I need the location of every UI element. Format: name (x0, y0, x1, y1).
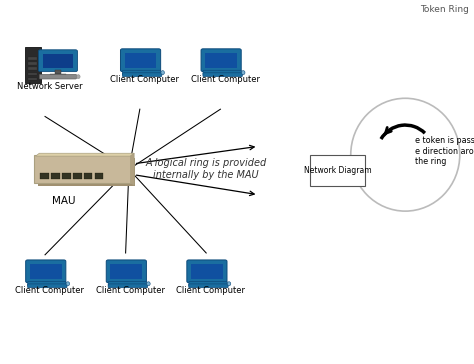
FancyBboxPatch shape (187, 260, 227, 283)
FancyBboxPatch shape (203, 73, 242, 76)
Ellipse shape (241, 71, 245, 75)
Bar (43, 54, 73, 68)
Ellipse shape (161, 71, 164, 75)
Bar (51, 173, 60, 179)
Bar (310, 155, 365, 186)
Bar (95, 173, 103, 179)
Bar (28, 58, 37, 60)
Bar (30, 264, 62, 280)
FancyBboxPatch shape (34, 155, 132, 183)
Bar (50, 74, 66, 76)
Ellipse shape (227, 282, 231, 286)
Ellipse shape (146, 282, 150, 286)
Bar (137, 70, 142, 74)
Text: Network Server: Network Server (17, 82, 82, 91)
Bar (28, 72, 37, 75)
Text: Client Computer: Client Computer (15, 286, 84, 295)
Polygon shape (130, 153, 134, 185)
FancyBboxPatch shape (27, 281, 66, 286)
Bar (28, 78, 37, 80)
Text: MAU: MAU (52, 196, 76, 206)
Bar (28, 67, 37, 70)
FancyBboxPatch shape (25, 47, 41, 83)
FancyBboxPatch shape (38, 50, 77, 72)
Text: Client Computer: Client Computer (96, 286, 165, 295)
Bar (62, 173, 71, 179)
Bar (123, 281, 128, 285)
Bar (125, 53, 156, 68)
Bar (191, 264, 223, 280)
Bar (218, 70, 223, 74)
Bar (43, 281, 47, 285)
FancyBboxPatch shape (39, 74, 76, 79)
Text: A logical ring is provided
internally by the MAU: A logical ring is provided internally by… (146, 158, 267, 180)
FancyBboxPatch shape (203, 70, 241, 75)
Bar (73, 173, 82, 179)
Text: Network Diagram: Network Diagram (304, 166, 372, 175)
Polygon shape (36, 153, 134, 156)
FancyBboxPatch shape (106, 260, 146, 283)
Bar (28, 62, 37, 64)
FancyBboxPatch shape (189, 284, 228, 288)
Text: Client Computer: Client Computer (176, 286, 246, 295)
Bar (110, 264, 142, 280)
Ellipse shape (77, 75, 80, 79)
FancyBboxPatch shape (122, 73, 162, 76)
FancyBboxPatch shape (201, 49, 241, 72)
FancyBboxPatch shape (26, 260, 66, 283)
FancyBboxPatch shape (27, 284, 67, 288)
Text: Client Computer: Client Computer (110, 75, 179, 84)
Text: Token Ring: Token Ring (420, 5, 469, 15)
FancyBboxPatch shape (120, 49, 161, 72)
Text: Client Computer: Client Computer (191, 75, 260, 84)
Bar (84, 173, 92, 179)
Bar (55, 70, 61, 74)
Bar (205, 53, 237, 68)
Text: e token is passed in
e direction around
the ring: e token is passed in e direction around … (415, 136, 474, 166)
FancyBboxPatch shape (189, 281, 227, 286)
FancyBboxPatch shape (108, 284, 147, 288)
FancyBboxPatch shape (108, 281, 146, 286)
FancyBboxPatch shape (122, 70, 161, 75)
Ellipse shape (66, 282, 70, 286)
Bar (40, 173, 49, 179)
FancyBboxPatch shape (38, 158, 135, 186)
Bar (204, 281, 209, 285)
